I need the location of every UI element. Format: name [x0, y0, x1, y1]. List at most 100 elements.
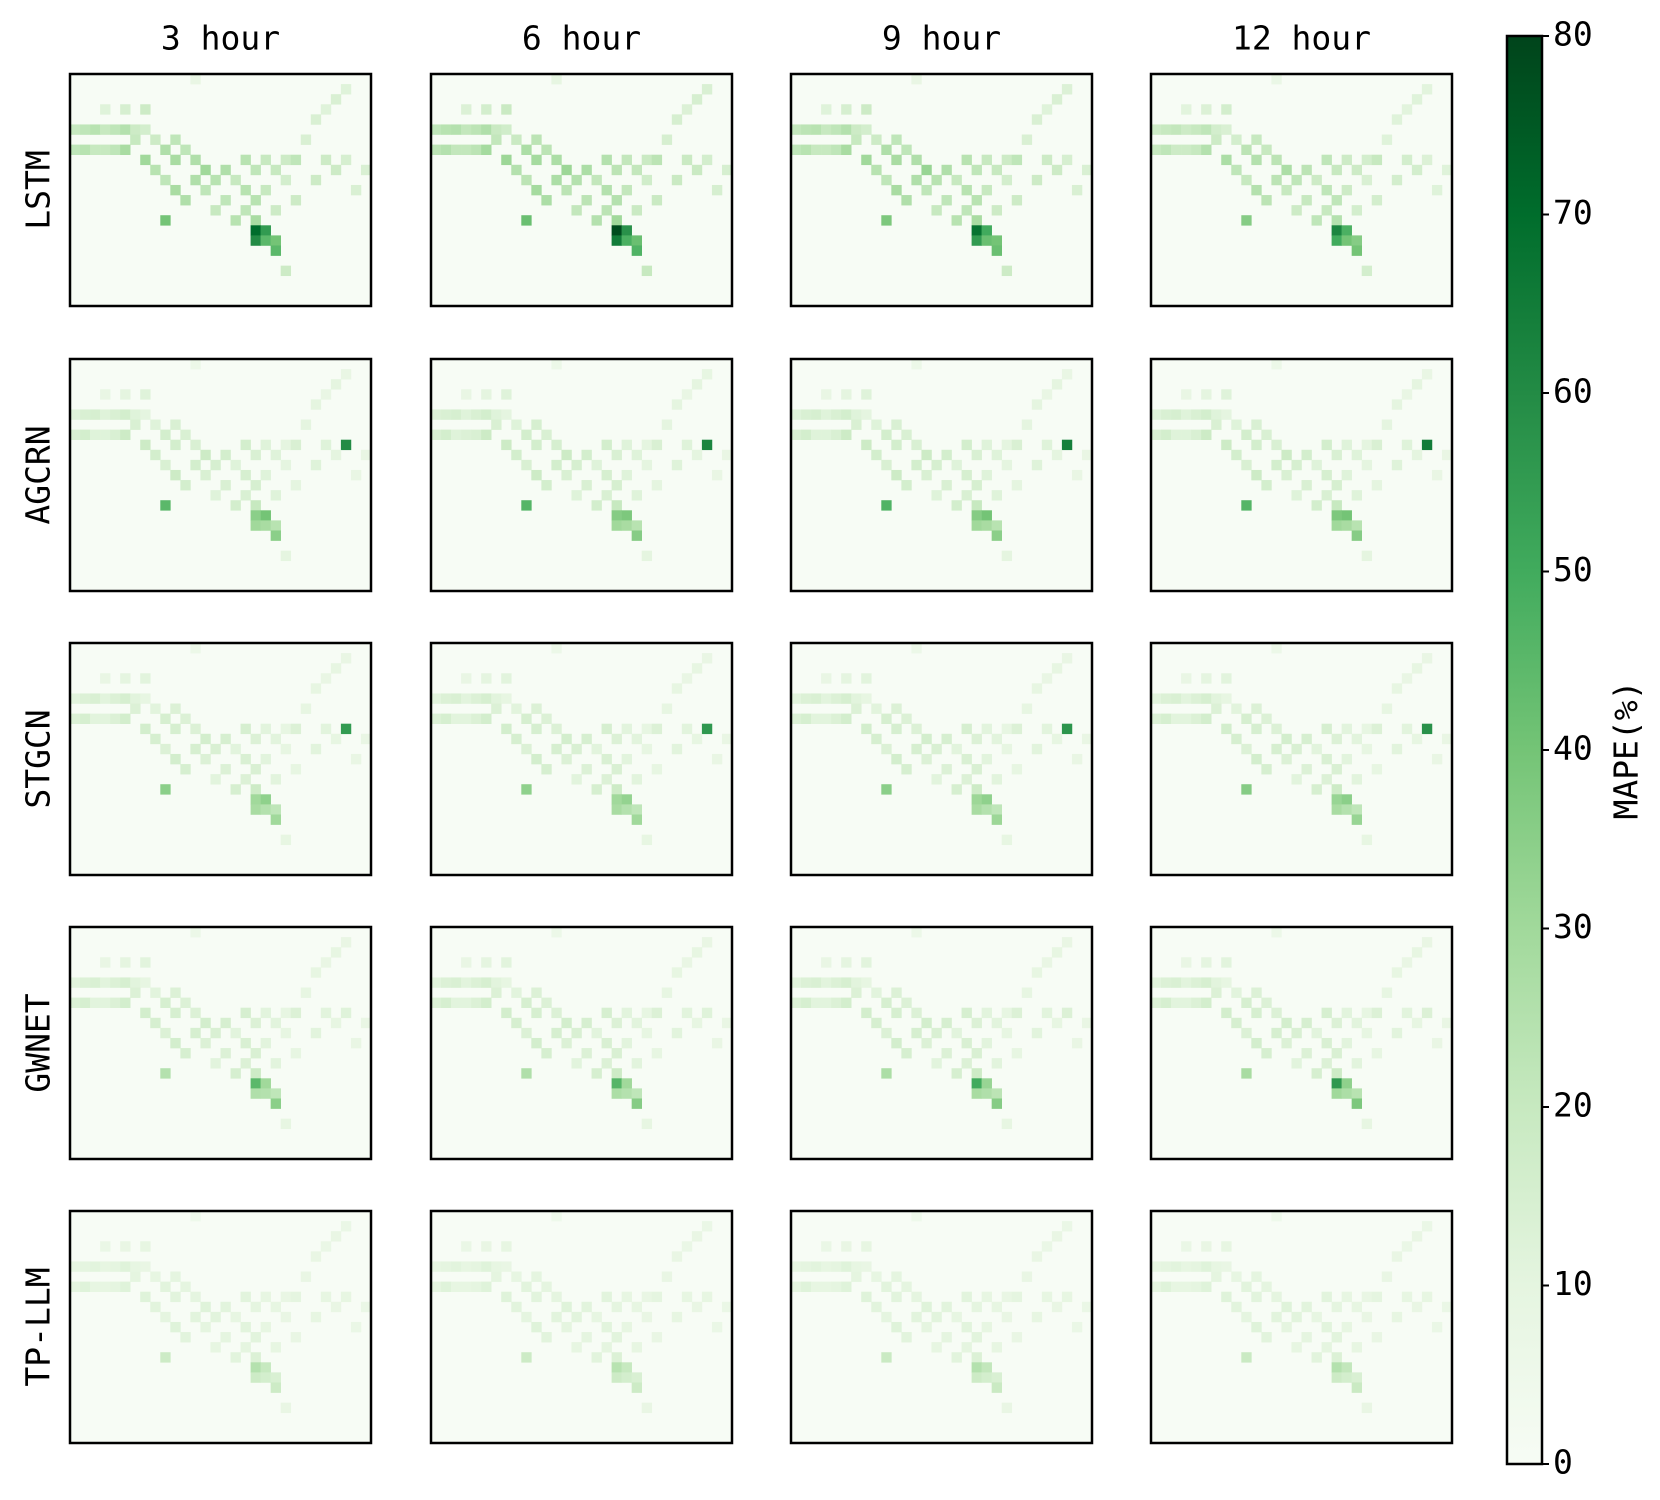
heatmap-cell — [691, 379, 703, 390]
heatmap-cell — [1431, 469, 1443, 481]
heatmap-cell — [1151, 124, 1162, 135]
heatmap-cell — [951, 1352, 962, 1363]
heatmap-cell — [220, 449, 231, 461]
heatmap-cell — [991, 804, 1002, 815]
heatmap-cell — [80, 429, 91, 440]
heatmap-cell — [1281, 1017, 1292, 1029]
heatmap-cell — [1431, 184, 1443, 196]
heatmap-cell — [180, 195, 191, 206]
heatmap-cell — [290, 1291, 302, 1303]
heatmap-cell — [811, 1281, 822, 1292]
heatmap-cell — [1261, 480, 1272, 491]
heatmap-cell — [330, 164, 342, 176]
heatmap-cell — [541, 997, 552, 1008]
heatmap-cell — [190, 927, 201, 938]
heatmap-cell — [911, 643, 922, 654]
heatmap-cell — [360, 733, 372, 745]
heatmap-cell — [1371, 723, 1383, 735]
heatmap-cell — [1391, 174, 1403, 186]
heatmap-cell — [941, 1017, 952, 1029]
row-title: STGCN — [19, 709, 58, 808]
heatmap-cell — [260, 1291, 271, 1303]
heatmap-cell — [681, 957, 693, 968]
heatmap-cell — [931, 174, 942, 186]
heatmap-cell — [1301, 164, 1312, 176]
heatmap-cell — [701, 84, 713, 95]
heatmap-cell — [1351, 1017, 1362, 1029]
panel-frame — [1149, 357, 1454, 593]
heatmap-cell — [170, 469, 181, 481]
heatmap-cell — [80, 409, 91, 420]
heatmap-cell — [310, 1027, 322, 1039]
heatmap-cell — [1241, 1352, 1252, 1363]
heatmap-cell — [711, 1321, 723, 1333]
heatmap-cell — [811, 144, 822, 155]
heatmap-cell — [461, 977, 472, 988]
heatmap-cell — [461, 429, 472, 440]
heatmap-cell — [330, 379, 342, 390]
heatmap-cell — [1161, 977, 1172, 988]
heatmap-cell — [531, 1291, 542, 1303]
heatmap-cell — [90, 1281, 101, 1292]
heatmap-cell — [801, 997, 812, 1008]
heatmap-cell — [1241, 215, 1252, 226]
heatmap-cell — [160, 743, 171, 755]
heatmap-cell — [100, 104, 111, 115]
heatmap-cell — [631, 245, 642, 256]
heatmap-cell — [280, 459, 292, 471]
heatmap-cell — [591, 174, 602, 186]
heatmap-cell — [240, 154, 251, 166]
heatmap-cell — [611, 1362, 622, 1373]
heatmap-cell — [1291, 205, 1302, 216]
heatmap-cell — [911, 1007, 922, 1019]
heatmap-cell — [1351, 1098, 1362, 1109]
heatmap-cell — [1251, 419, 1262, 430]
heatmap-cell — [971, 1088, 982, 1099]
heatmap-cell — [551, 1311, 562, 1323]
heatmap-cell — [711, 753, 723, 765]
heatmap-cell — [1211, 134, 1222, 145]
heatmap-panel — [1149, 1209, 1454, 1445]
heatmap-cell — [911, 439, 922, 451]
heatmap-cell — [1331, 804, 1342, 815]
heatmap-cell — [1351, 1058, 1362, 1069]
heatmap-cell — [571, 459, 582, 471]
heatmap-cell — [1271, 1027, 1282, 1039]
heatmap-cell — [190, 174, 201, 186]
heatmap-cell — [971, 1017, 982, 1029]
heatmap-cell — [190, 643, 201, 654]
heatmap-cell — [891, 1037, 902, 1049]
heatmap-cell — [611, 195, 622, 206]
heatmap-cell — [190, 743, 201, 755]
heatmap-cell — [551, 1027, 562, 1039]
heatmap-cell — [250, 733, 261, 745]
heatmap-cell — [821, 429, 832, 440]
heatmap-cell — [971, 794, 982, 805]
heatmap-cell — [210, 205, 221, 216]
heatmap-cell — [1211, 124, 1222, 135]
heatmap-cell — [1181, 673, 1192, 684]
heatmap-cell — [551, 1211, 562, 1222]
heatmap-cell — [441, 429, 452, 440]
heatmap-cell — [170, 1321, 181, 1333]
heatmap-cell — [691, 94, 703, 105]
column-title: 12 hour — [1232, 19, 1371, 58]
heatmap-panel — [68, 357, 373, 593]
heatmap-cell — [1161, 1261, 1172, 1272]
heatmap-cell — [921, 1321, 932, 1333]
heatmap-cell — [1331, 1332, 1342, 1343]
heatmap-cell — [1181, 1281, 1192, 1292]
heatmap-cell — [260, 1037, 271, 1049]
heatmap-cell — [901, 480, 912, 491]
heatmap-cell — [190, 459, 201, 471]
heatmap-cell — [1251, 134, 1262, 145]
heatmap-cell — [481, 977, 492, 988]
heatmap-cell — [1281, 753, 1292, 765]
heatmap-cell — [210, 174, 221, 186]
heatmap-cell — [170, 1271, 181, 1282]
heatmap-cell — [1291, 774, 1302, 785]
heatmap-cell — [1351, 774, 1362, 785]
heatmap-cell — [1161, 713, 1172, 724]
heatmap-cell — [90, 1261, 101, 1272]
